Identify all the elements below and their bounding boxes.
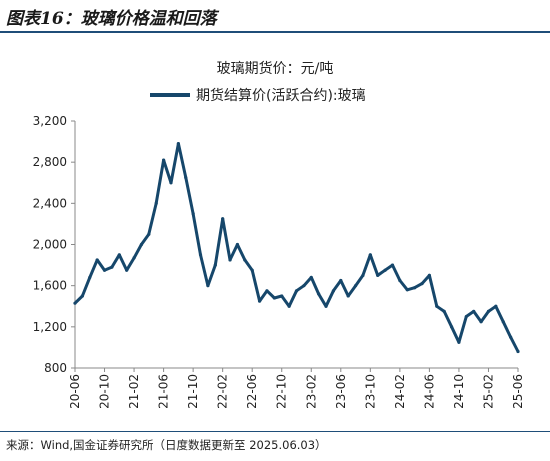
- data-point: [390, 263, 395, 267]
- y-tick-label: 2,800: [33, 155, 67, 169]
- data-point: [280, 294, 284, 298]
- data-point: [324, 304, 328, 308]
- data-point: [339, 278, 343, 283]
- legend: 期货结算价(活跃合约):玻璃: [150, 85, 366, 105]
- data-point: [427, 273, 431, 277]
- data-point: [221, 217, 225, 221]
- data-point: [169, 181, 173, 185]
- x-tick-label: 20-10: [98, 374, 112, 409]
- y-tick-label: 1,600: [33, 279, 67, 293]
- data-point: [80, 294, 84, 298]
- data-point: [243, 258, 247, 262]
- data-point: [472, 309, 476, 313]
- data-point: [457, 340, 461, 344]
- x-tick-label: 23-02: [304, 374, 318, 409]
- data-point: [287, 304, 291, 308]
- data-point: [509, 335, 513, 339]
- data-point: [420, 282, 424, 286]
- data-point: [435, 304, 439, 308]
- data-point: [191, 212, 195, 216]
- legend-swatch: [150, 93, 190, 97]
- data-point: [154, 201, 158, 205]
- source-rule: [0, 431, 550, 432]
- x-tick-label: 20-06: [68, 374, 82, 409]
- data-point: [442, 309, 446, 313]
- chart-title: 玻璃期货价：元/吨: [216, 61, 334, 77]
- data-point: [206, 284, 210, 288]
- data-point: [132, 256, 136, 260]
- series-line-glass-futures: [73, 142, 520, 353]
- data-point: [257, 299, 262, 303]
- data-point: [235, 242, 240, 247]
- data-point: [110, 265, 114, 269]
- data-point: [272, 296, 276, 300]
- x-tick-label: 24-10: [452, 374, 466, 409]
- data-point: [449, 325, 454, 329]
- data-point: [213, 263, 217, 267]
- data-point: [494, 304, 498, 308]
- data-point: [331, 289, 336, 293]
- figure-title: 图表16：玻璃价格温和回落: [6, 9, 217, 29]
- data-point: [250, 268, 254, 272]
- data-point: [88, 275, 92, 280]
- data-point: [376, 273, 380, 277]
- data-point: [184, 176, 188, 180]
- data-point: [383, 268, 387, 272]
- data-point: [228, 258, 232, 262]
- y-tick-label: 2,000: [33, 238, 67, 252]
- x-tick-label: 21-06: [157, 374, 171, 409]
- data-point: [102, 268, 107, 272]
- x-tick-label: 24-06: [422, 374, 436, 409]
- x-tick-label: 22-06: [245, 374, 259, 409]
- y-tick-label: 1,200: [33, 320, 67, 334]
- data-point: [117, 253, 121, 257]
- x-tick-label: 23-10: [363, 374, 377, 409]
- data-point: [405, 288, 409, 292]
- y-tick-label: 2,400: [33, 196, 67, 210]
- x-tick-label: 25-06: [511, 374, 525, 409]
- data-point: [464, 314, 468, 319]
- data-point: [398, 278, 402, 283]
- data-point: [413, 286, 417, 290]
- y-tick-label: 3,200: [33, 114, 67, 128]
- x-tick-label: 24-02: [393, 374, 407, 409]
- data-point: [265, 289, 269, 293]
- data-point: [147, 232, 151, 236]
- data-point: [294, 289, 299, 293]
- data-point: [73, 301, 77, 305]
- x-tick-label: 25-02: [481, 374, 495, 409]
- data-point: [162, 158, 166, 162]
- data-point: [361, 273, 365, 277]
- data-point: [176, 142, 180, 146]
- x-tick-label: 21-10: [186, 374, 200, 409]
- data-point: [353, 284, 358, 288]
- data-point: [95, 258, 99, 262]
- x-tick-label: 21-02: [127, 374, 141, 409]
- data-point: [368, 253, 372, 257]
- data-point: [317, 292, 321, 296]
- x-tick-label: 23-06: [334, 374, 348, 409]
- data-point: [516, 349, 520, 354]
- data-point: [486, 309, 491, 313]
- x-tick-label: 22-02: [216, 374, 230, 409]
- data-point: [302, 284, 306, 288]
- figure-header: 图表16：玻璃价格温和回落: [0, 0, 550, 33]
- data-point: [346, 294, 350, 298]
- data-point: [125, 268, 129, 272]
- data-point: [139, 242, 144, 247]
- data-point: [501, 320, 505, 324]
- x-tick-label: 22-10: [275, 374, 289, 409]
- data-point: [479, 320, 483, 324]
- title-rule: [0, 31, 550, 33]
- source-note: 来源：Wind,国金证券研究所（日度数据更新至 2025.06.03）: [6, 438, 327, 452]
- data-point: [198, 253, 203, 257]
- legend-label: 期货结算价(活跃合约):玻璃: [196, 88, 366, 104]
- y-tick-label: 800: [44, 361, 67, 375]
- data-point: [309, 275, 313, 280]
